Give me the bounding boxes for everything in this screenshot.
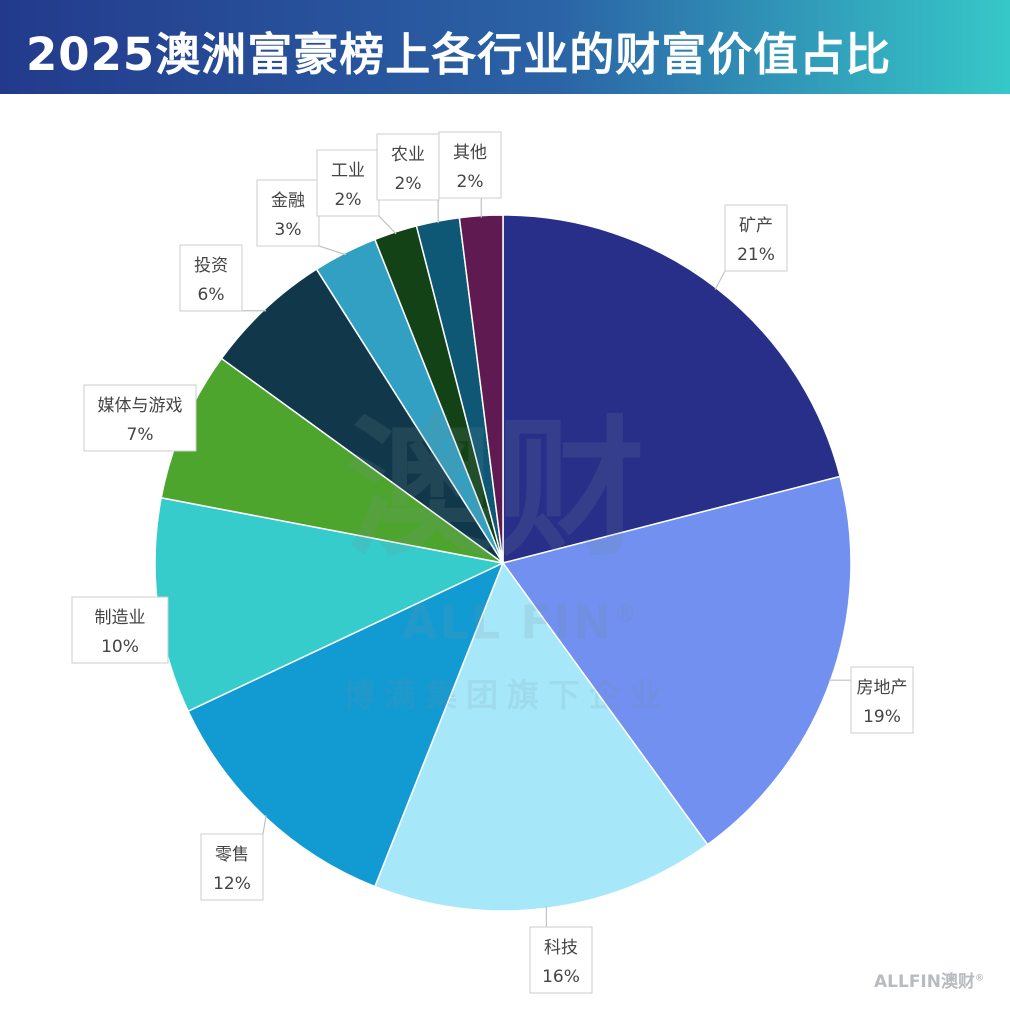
slice-label-8: 工业 <box>331 161 365 181</box>
slice-value-0: 21% <box>737 245 775 265</box>
label-box-7 <box>256 179 320 247</box>
label-box-9 <box>376 133 440 201</box>
leader-line-3 <box>262 815 267 835</box>
slice-value-9: 2% <box>395 174 422 194</box>
slice-value-10: 2% <box>457 172 484 192</box>
slice-value-5: 7% <box>127 425 154 445</box>
label-box-10 <box>438 131 502 199</box>
label-box-1 <box>850 666 914 734</box>
label-box-8 <box>316 149 380 217</box>
chart-title: 2025澳洲富豪榜上各行业的财富价值占比 <box>26 28 892 81</box>
pie-slice-1 <box>501 475 852 846</box>
slice-label-6: 投资 <box>194 256 228 276</box>
label-box-2 <box>529 926 593 994</box>
slice-label-5: 媒体与游戏 <box>98 396 183 416</box>
leader-line-7 <box>318 245 347 256</box>
slice-value-6: 6% <box>198 285 225 305</box>
pie-slice-3 <box>187 561 505 888</box>
slice-label-7: 金融 <box>271 191 305 211</box>
slice-value-7: 3% <box>275 220 302 240</box>
pie-slices <box>154 214 852 912</box>
slice-label-9: 农业 <box>391 145 425 165</box>
slice-label-10: 其他 <box>453 143 487 163</box>
title-banner: 2025澳洲富豪榜上各行业的财富价值占比 <box>0 0 1010 94</box>
allfin-logo: ALLFIN澳财® <box>874 967 984 992</box>
slice-value-8: 2% <box>335 190 362 210</box>
slice-value-2: 16% <box>542 967 580 987</box>
leader-line-0 <box>714 270 726 290</box>
slice-value-1: 19% <box>863 707 901 727</box>
slice-label-0: 矿产 <box>739 216 773 236</box>
label-box-6 <box>179 244 243 312</box>
slice-label-3: 零售 <box>215 845 249 865</box>
logo-text: ALLFIN澳财 <box>874 972 975 992</box>
label-box-0 <box>724 204 788 272</box>
label-box-3 <box>200 833 264 901</box>
slice-value-4: 10% <box>101 637 139 657</box>
label-box-4 <box>71 596 169 664</box>
logo-registered: ® <box>975 973 984 984</box>
slice-value-3: 12% <box>213 874 251 894</box>
slice-label-2: 科技 <box>544 938 578 958</box>
pie-slice-6 <box>220 268 504 564</box>
label-box-5 <box>83 384 197 452</box>
leader-line-8 <box>378 215 397 235</box>
slice-label-1: 房地产 <box>857 678 908 698</box>
slice-label-4: 制造业 <box>95 608 146 628</box>
